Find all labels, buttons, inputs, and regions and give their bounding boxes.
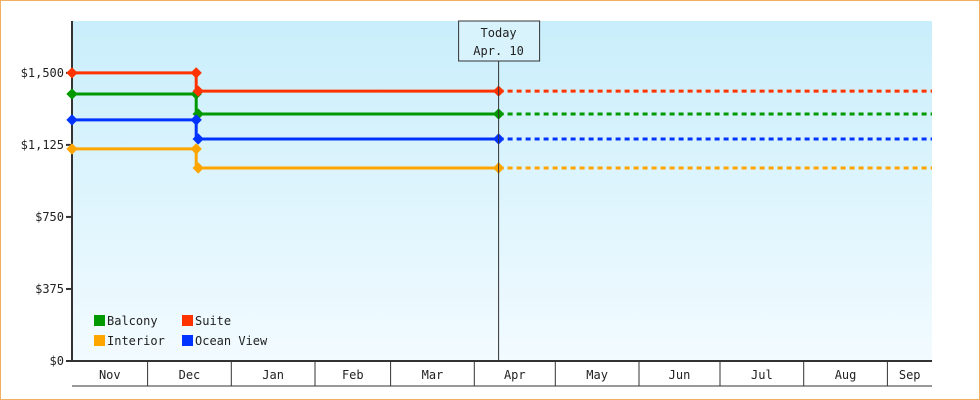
- series-line: [72, 147, 499, 170]
- legend-swatch: [94, 335, 105, 346]
- month-label: Nov: [99, 368, 121, 382]
- y-tick-label: $0: [50, 354, 64, 368]
- month-label: Jan: [262, 368, 284, 382]
- today-title: Today: [481, 26, 517, 40]
- data-point[interactable]: [192, 133, 204, 145]
- month-label: Aug: [835, 368, 857, 382]
- series-line: [72, 92, 499, 116]
- y-tick-label: $375: [35, 282, 64, 296]
- series-line: [72, 71, 499, 93]
- month-label: Apr: [504, 368, 526, 382]
- legend-label: Ocean View: [195, 334, 268, 348]
- month-label: Jun: [669, 368, 691, 382]
- series-line: [72, 118, 499, 141]
- month-label: Jul: [751, 368, 773, 382]
- month-label: Feb: [342, 368, 364, 382]
- today-tooltip: [458, 20, 541, 62]
- month-label: May: [586, 368, 608, 382]
- month-label: Sep: [899, 368, 921, 382]
- y-tick-label: $1,125: [21, 138, 64, 152]
- legend-label: Suite: [195, 314, 231, 328]
- legend-label: Interior: [107, 334, 165, 348]
- legend-swatch: [94, 315, 105, 326]
- month-label: Dec: [179, 368, 201, 382]
- data-point[interactable]: [190, 143, 202, 155]
- legend-swatch: [182, 335, 193, 346]
- data-point[interactable]: [192, 162, 204, 174]
- y-tick-label: $750: [35, 210, 64, 224]
- plot-area: [72, 21, 932, 361]
- month-label: Mar: [422, 368, 444, 382]
- legend-swatch: [182, 315, 193, 326]
- legend-label: Balcony: [107, 314, 158, 328]
- y-tick-label: $1,500: [21, 66, 64, 80]
- today-date: Apr. 10: [473, 44, 524, 58]
